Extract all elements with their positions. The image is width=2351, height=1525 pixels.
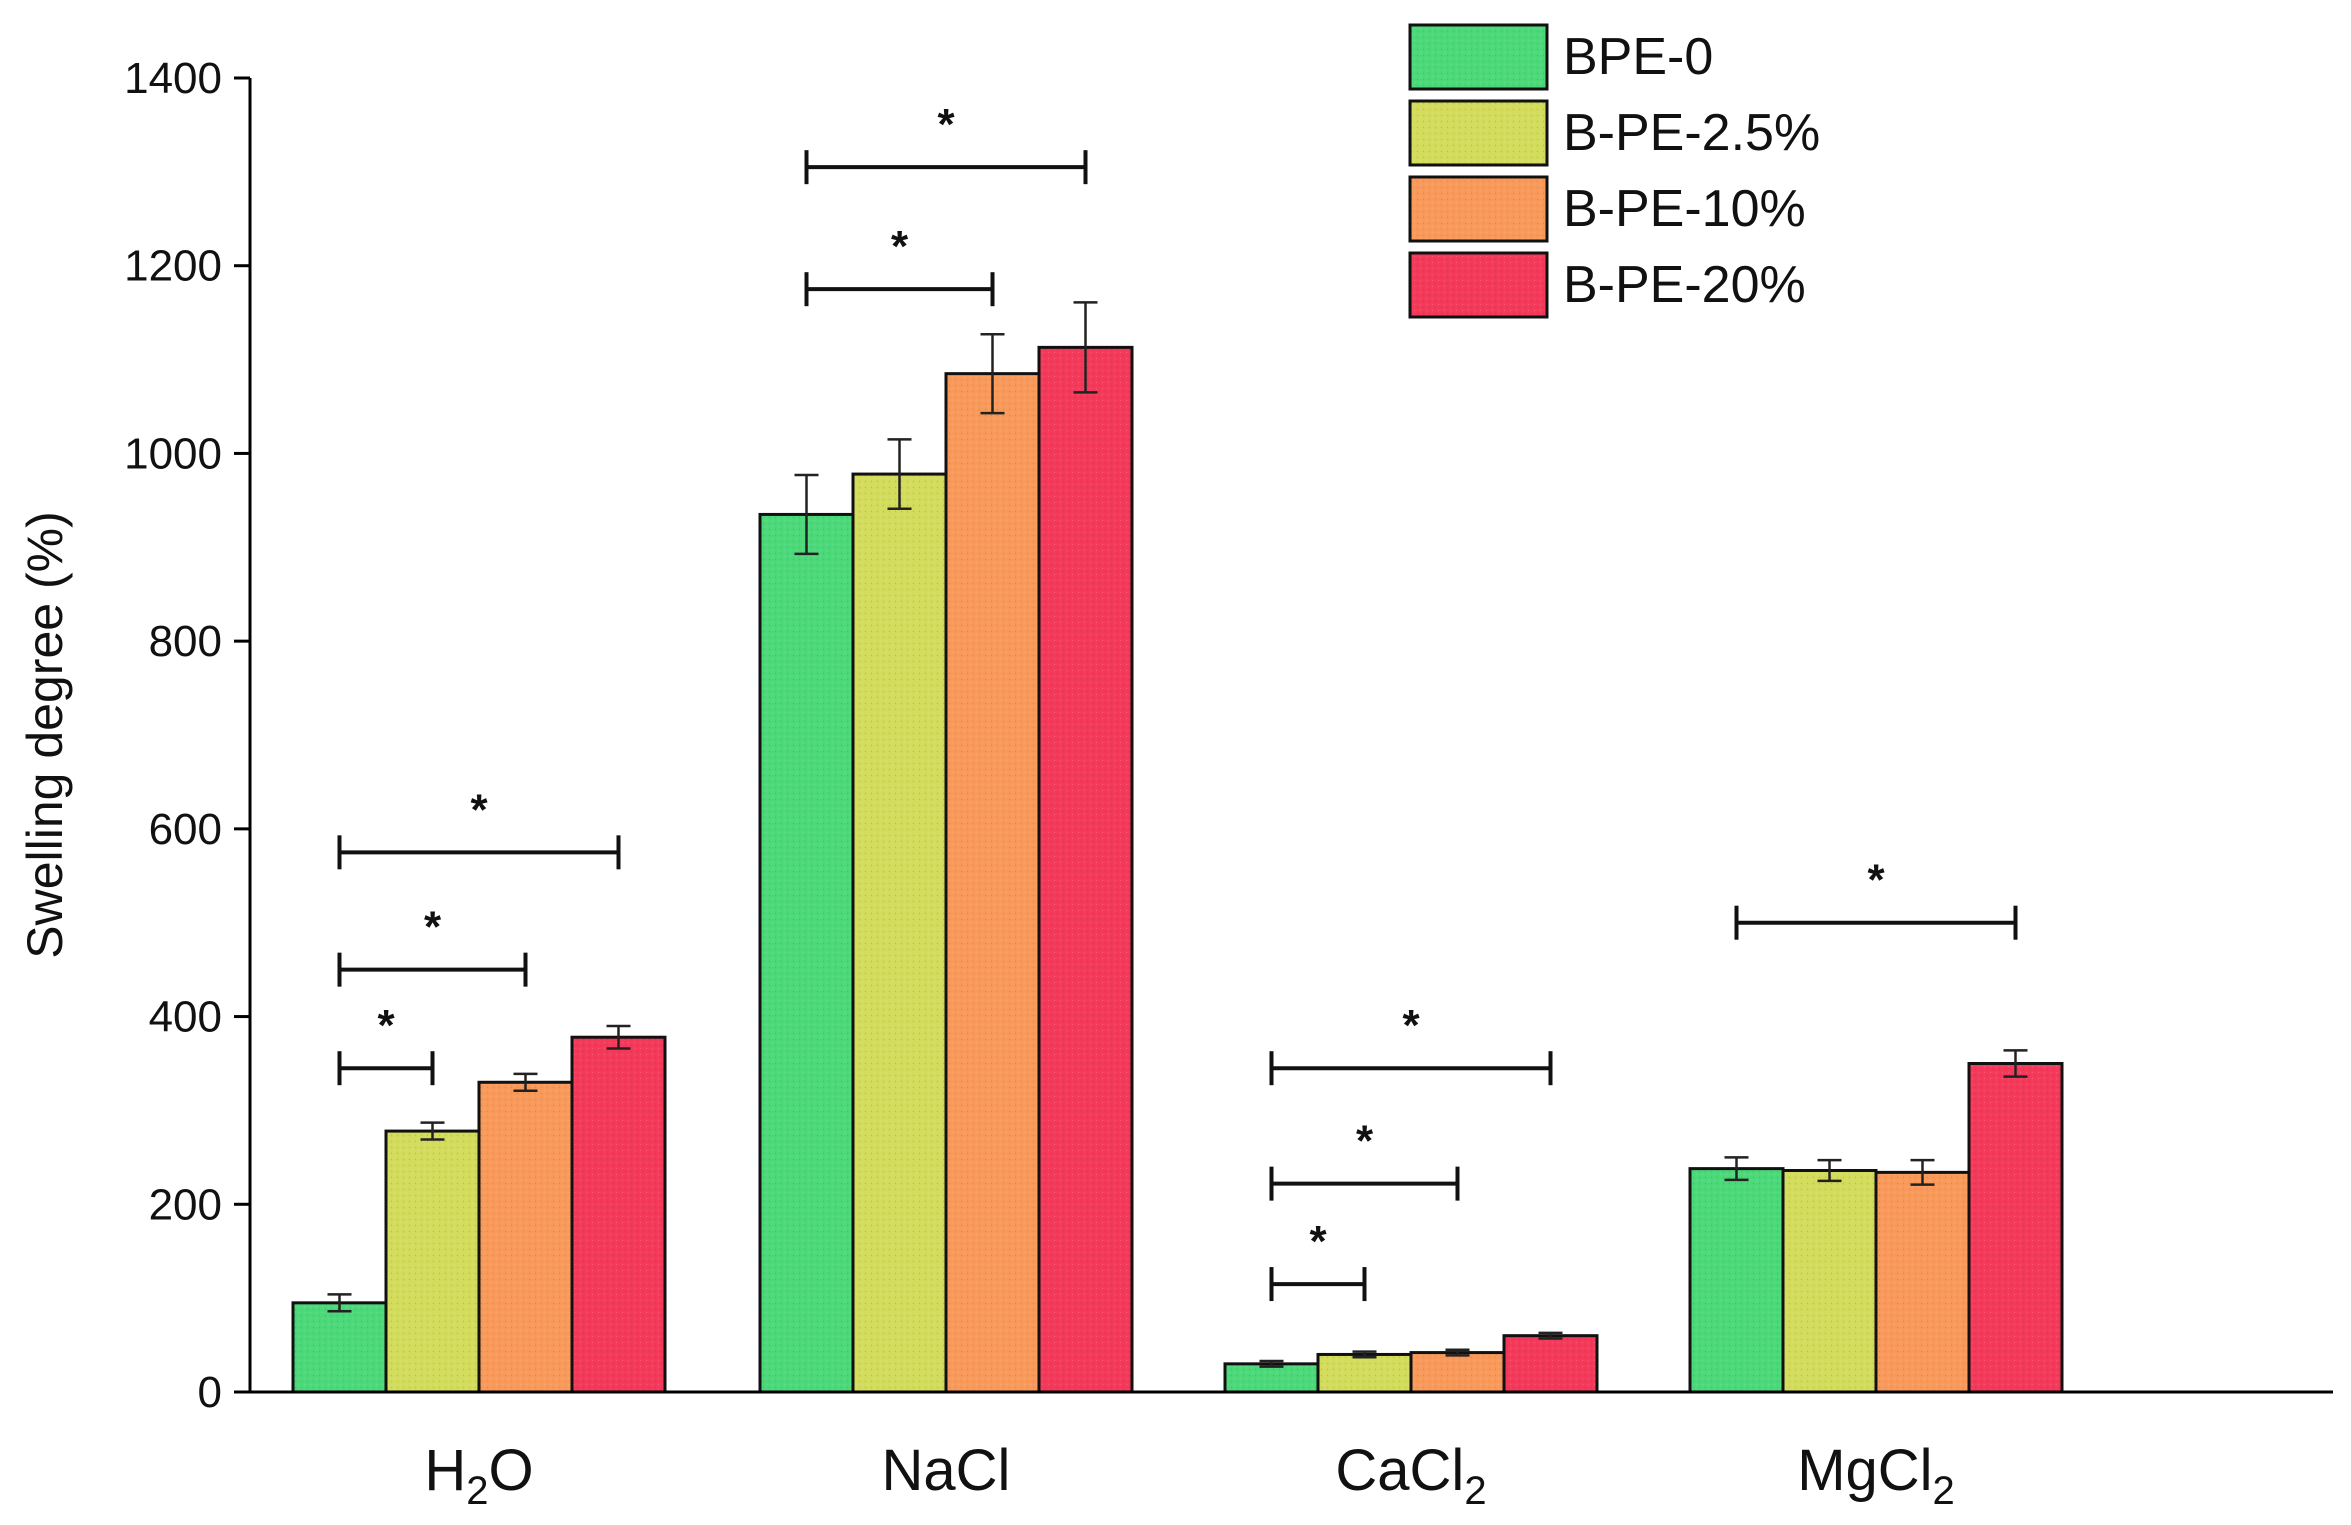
error-bar bbox=[513, 1072, 538, 1092]
error-bar bbox=[1724, 1156, 1749, 1182]
error-bar bbox=[980, 332, 1005, 415]
bar-b-pe-20--cat1 bbox=[1037, 345, 1134, 1394]
y-tick-label: 600 bbox=[149, 805, 222, 854]
bar-bpe-0-cat1 bbox=[758, 512, 855, 1394]
significance-layer: * * * * * * * * * bbox=[337, 100, 2018, 1302]
bar-b-pe-2-5--cat0 bbox=[384, 1129, 481, 1394]
significance-bracket: * bbox=[1269, 1117, 1460, 1201]
y-ticks-layer: 0 200 400 600 800 1000 1200 1400 bbox=[124, 54, 250, 1417]
y-axis-label: Swelling degree (%) bbox=[17, 511, 73, 958]
significance-bracket: * bbox=[1269, 1217, 1367, 1302]
significance-star: * bbox=[1402, 1001, 1420, 1050]
bar-b-pe-10--cat2 bbox=[1409, 1351, 1506, 1394]
error-bar bbox=[1259, 1359, 1284, 1368]
significance-bracket: * bbox=[337, 903, 528, 987]
legend-label: B-PE-2.5% bbox=[1563, 104, 1820, 162]
significance-star: * bbox=[1309, 1217, 1327, 1266]
significance-bracket: * bbox=[337, 785, 621, 870]
significance-star: * bbox=[1867, 856, 1885, 905]
legend: BPE-0 B-PE-2.5% B-PE-10% B-PE-20% bbox=[1408, 23, 1820, 319]
significance-star: * bbox=[424, 903, 442, 952]
significance-bracket: * bbox=[804, 100, 1088, 185]
error-bar bbox=[1538, 1331, 1563, 1340]
significance-bracket: * bbox=[804, 222, 995, 307]
significance-bracket: * bbox=[1734, 856, 2018, 940]
legend-swatch bbox=[1408, 251, 1549, 319]
y-tick-label: 200 bbox=[149, 1180, 222, 1229]
bar-b-pe-20--cat2 bbox=[1502, 1334, 1599, 1394]
legend-item: B-PE-10% bbox=[1408, 175, 1806, 243]
legend-item: B-PE-2.5% bbox=[1408, 99, 1820, 167]
bar-bpe-0-cat3 bbox=[1688, 1167, 1785, 1394]
error-bar bbox=[327, 1293, 352, 1313]
y-tick-label: 1000 bbox=[124, 429, 222, 478]
legend-swatch bbox=[1408, 175, 1549, 243]
bar-b-pe-2-5--cat2 bbox=[1316, 1352, 1413, 1394]
error-bar bbox=[794, 473, 819, 556]
bar-b-pe-2-5--cat3 bbox=[1781, 1168, 1878, 1394]
error-bar bbox=[1073, 301, 1098, 394]
legend-swatch bbox=[1408, 23, 1549, 91]
significance-star: * bbox=[937, 100, 955, 149]
bar-b-pe-10--cat0 bbox=[477, 1080, 574, 1394]
error-bar bbox=[1817, 1158, 1842, 1183]
y-tick-label: 800 bbox=[149, 617, 222, 666]
legend-item: B-PE-20% bbox=[1408, 251, 1806, 319]
bar-b-pe-10--cat1 bbox=[944, 372, 1041, 1394]
legend-label: B-PE-20% bbox=[1563, 256, 1806, 314]
bar-b-pe-2-5--cat1 bbox=[851, 472, 948, 1394]
error-bar bbox=[1352, 1350, 1377, 1359]
y-tick-label: 1200 bbox=[124, 242, 222, 291]
significance-star: * bbox=[891, 222, 909, 271]
significance-star: * bbox=[377, 1001, 395, 1050]
bar-b-pe-20--cat0 bbox=[570, 1035, 667, 1394]
error-bar bbox=[606, 1024, 631, 1050]
legend-label: BPE-0 bbox=[1563, 28, 1713, 86]
bar-b-pe-10--cat3 bbox=[1874, 1170, 1971, 1394]
error-bar bbox=[1910, 1158, 1935, 1186]
significance-bracket: * bbox=[337, 1001, 435, 1086]
x-category-label: CaCl2 bbox=[1335, 1438, 1486, 1513]
error-bar bbox=[1445, 1348, 1470, 1357]
legend-label: B-PE-10% bbox=[1563, 180, 1806, 238]
significance-star: * bbox=[470, 785, 488, 834]
significance-star: * bbox=[1356, 1117, 1374, 1166]
error-bars-layer bbox=[327, 301, 2028, 1368]
y-tick-label: 400 bbox=[149, 993, 222, 1042]
y-tick-label: 0 bbox=[198, 1368, 222, 1417]
axes-layer bbox=[248, 78, 2333, 1394]
error-bar bbox=[2003, 1049, 2028, 1078]
bars-layer bbox=[291, 345, 2064, 1394]
significance-bracket: * bbox=[1269, 1001, 1553, 1086]
x-category-label: NaCl bbox=[882, 1438, 1011, 1503]
bar-bpe-0-cat2 bbox=[1223, 1362, 1320, 1394]
x-category-labels: H2O NaCl CaCl2 MgCl2 bbox=[424, 1438, 1954, 1513]
x-category-label: MgCl2 bbox=[1797, 1438, 1955, 1513]
error-bar bbox=[887, 438, 912, 511]
y-tick-label: 1400 bbox=[124, 54, 222, 103]
legend-item: BPE-0 bbox=[1408, 23, 1713, 91]
error-bar bbox=[420, 1121, 445, 1141]
legend-swatch bbox=[1408, 99, 1549, 167]
bar-b-pe-20--cat3 bbox=[1967, 1062, 2064, 1394]
bar-bpe-0-cat0 bbox=[291, 1301, 388, 1394]
x-category-label: H2O bbox=[424, 1438, 533, 1513]
